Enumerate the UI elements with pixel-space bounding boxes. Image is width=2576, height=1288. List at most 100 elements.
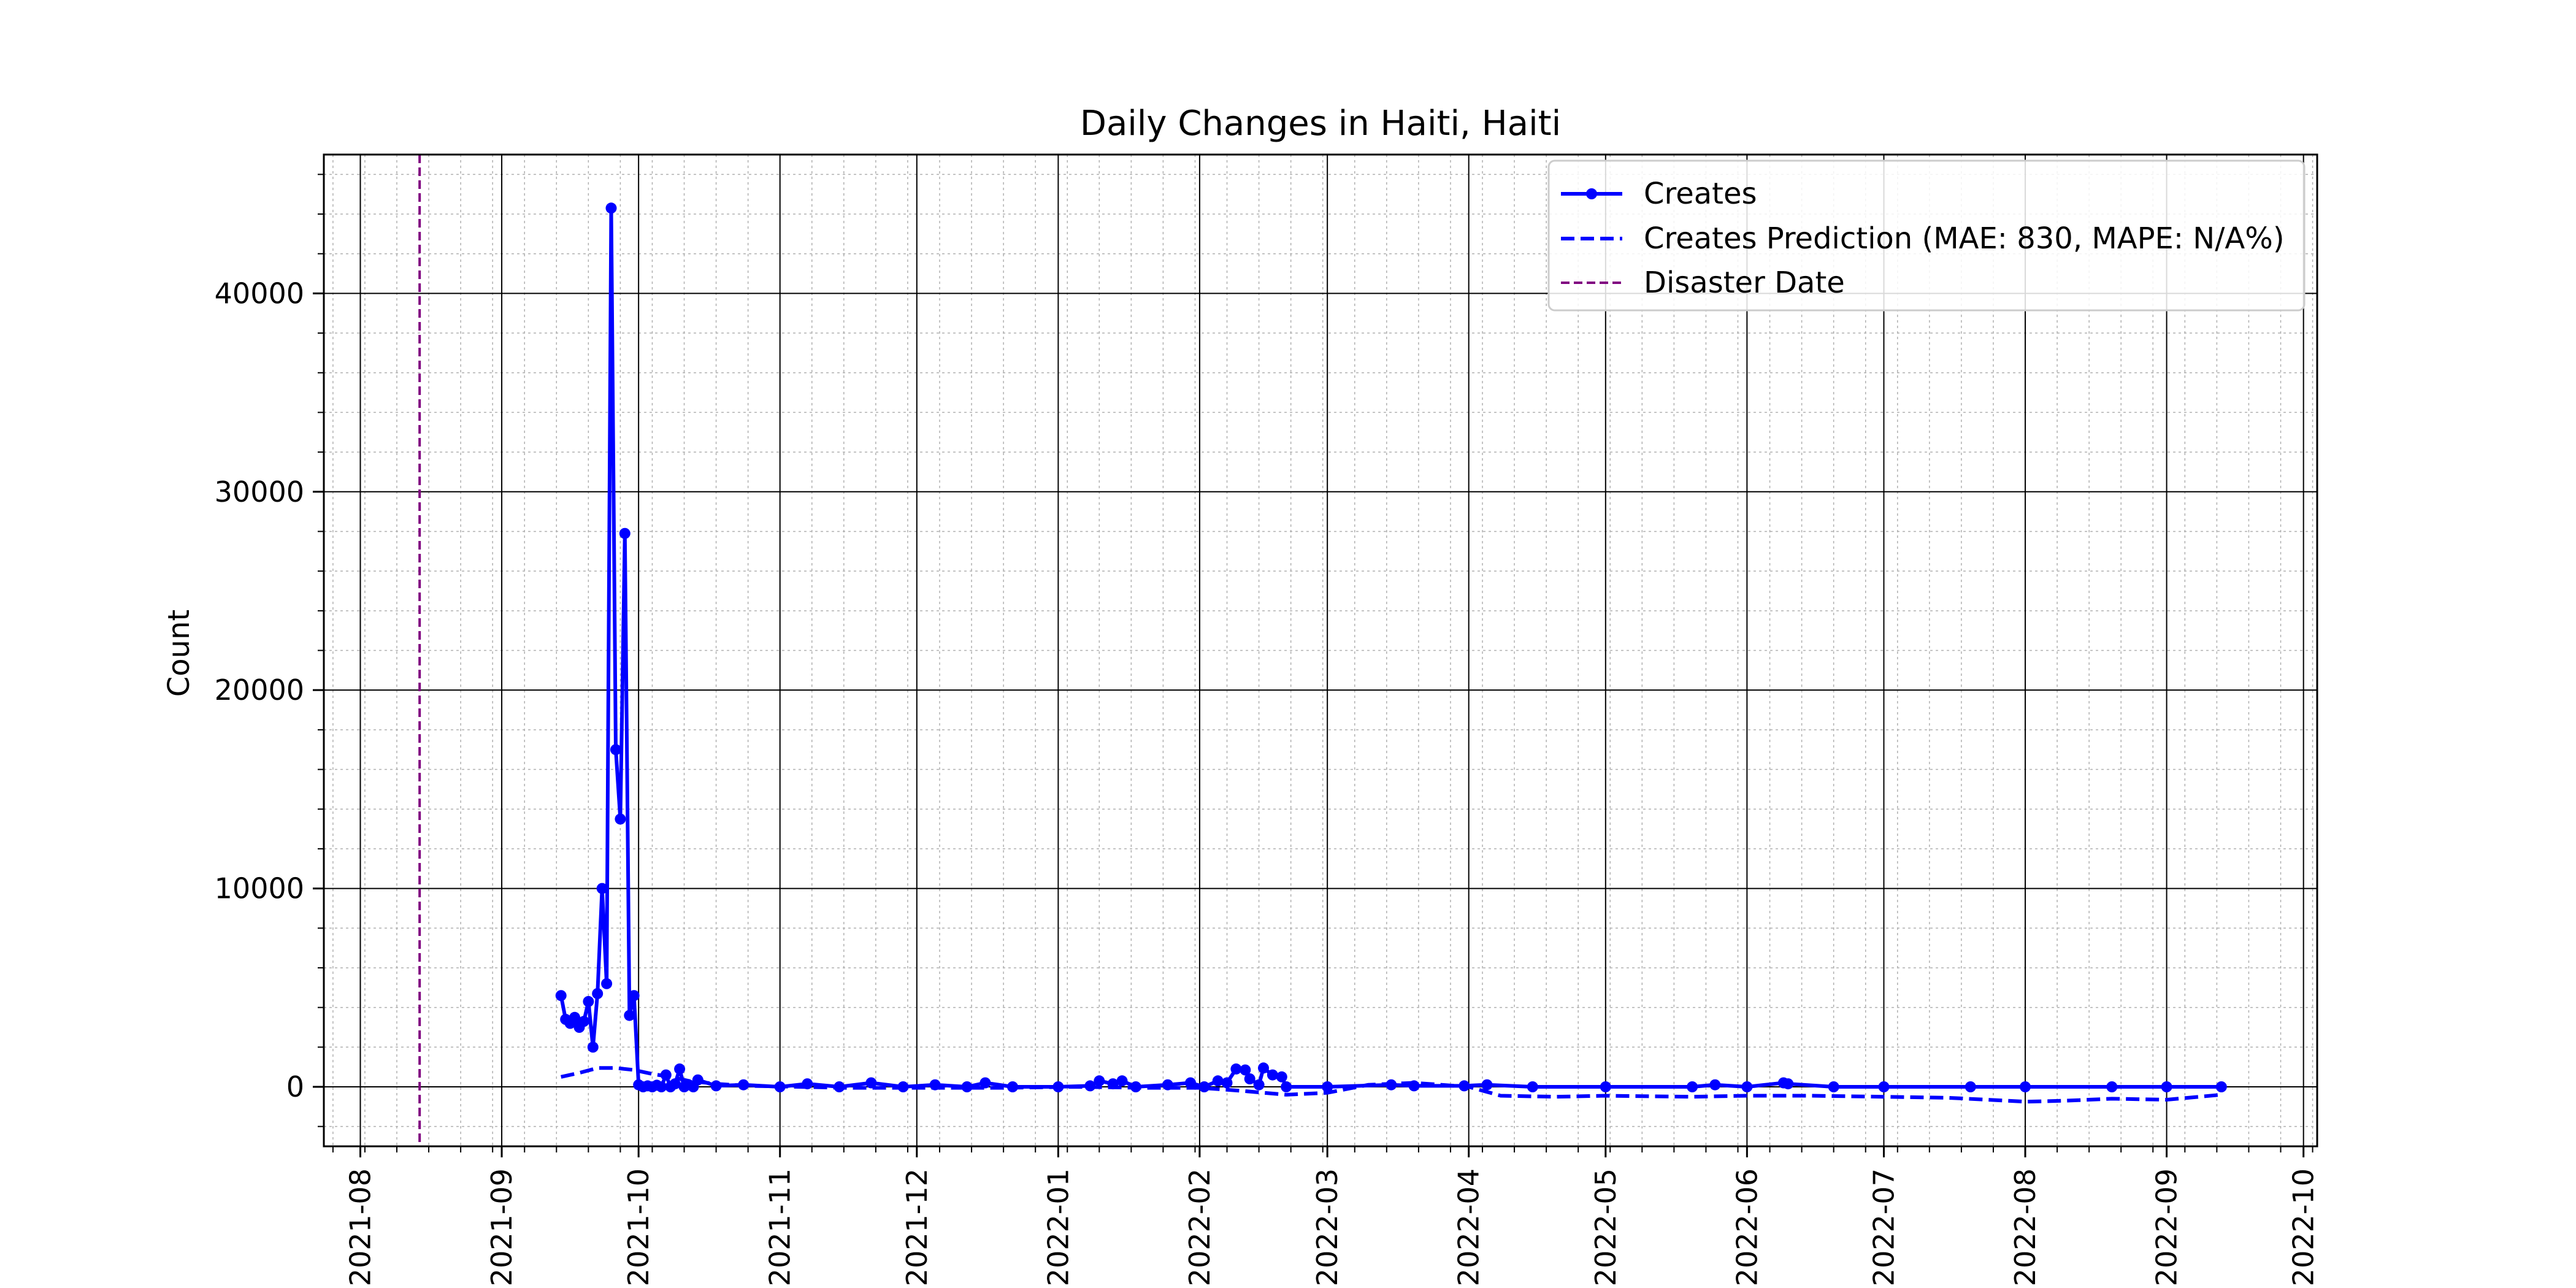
creates-data-point [1116,1075,1128,1087]
creates-data-point [1107,1078,1119,1090]
creates-data-point [802,1078,813,1090]
x-tick-label: 2022-01 [1041,1168,1075,1286]
creates-data-point [1322,1081,1333,1092]
creates-data-point [610,744,621,756]
creates-data-point [1276,1071,1287,1083]
creates-data-point [961,1081,973,1092]
creates-data-point [555,990,567,1002]
creates-data-point [1828,1081,1839,1092]
creates-data-point [624,1010,635,1021]
creates-data-point [1230,1063,1242,1075]
plot-frame [323,153,2318,1148]
legend-prediction-label: Creates Prediction (MAE: 830, MAPE: N/A%… [1644,221,2285,256]
creates-data-point [1709,1079,1721,1091]
creates-data-point [669,1078,681,1090]
x-tick-label: 2022-02 [1183,1168,1216,1286]
creates-data-point [1687,1081,1698,1092]
x-tick-label: 2021-09 [485,1168,518,1286]
x-tick-label: 2021-08 [343,1168,377,1286]
creates-data-point [1527,1081,1538,1092]
x-tick-label: 2022-08 [2009,1168,2042,1286]
creates-data-point [1878,1081,1890,1092]
creates-data-point [592,988,604,999]
creates-data-point [615,813,626,825]
creates-data-point [1007,1081,1018,1092]
x-tick-label: 2022-03 [1311,1168,1344,1286]
x-tick-label: 2021-11 [764,1168,797,1286]
legend: Creates Creates Prediction (MAE: 830, MA… [1547,159,2306,312]
creates-data-point [1221,1077,1233,1089]
creates-data-point [1084,1080,1096,1092]
creates-data-point [1386,1079,1397,1091]
creates-data-point [628,990,640,1002]
creates-data-point [601,978,613,989]
creates-data-point [1244,1073,1255,1084]
minor-grid [324,155,2317,1146]
y-tick-label: 10000 [215,872,304,905]
creates-data-point [583,995,594,1007]
plot-content [418,155,2227,1146]
creates-data-point [1741,1081,1753,1092]
x-tick-label: 2022-09 [2150,1168,2183,1286]
creates-data-point [1258,1062,1269,1074]
x-tick-label: 2022-10 [2287,1168,2320,1286]
creates-data-point [692,1074,703,1086]
creates-series-line [559,206,2221,1089]
legend-disaster-label: Disaster Date [1644,266,1845,300]
creates-data-point [1162,1079,1173,1091]
creates-data-point [674,1063,686,1075]
creates-data-point [1267,1069,1278,1081]
axis-ticks: 0 10000 20000 30000 40000 2021-08 2021-09 2021-… [215,174,2320,1286]
y-tick-label: 0 [286,1070,304,1103]
y-tick-label: 20000 [215,673,304,707]
chart-title: Daily Changes in Haiti, Haiti [1080,104,1561,144]
creates-data-point [1481,1079,1493,1091]
legend-creates-marker [1586,188,1597,199]
creates-data-point [865,1077,877,1089]
legend-creates-label: Creates [1644,177,1757,211]
creates-data-point [2161,1081,2172,1092]
x-tick-label: 2021-12 [900,1168,933,1286]
y-axis-label: Count [162,610,196,697]
creates-data-point [1130,1081,1141,1092]
creates-data-point [1281,1081,1292,1092]
creates-data-point [1253,1079,1265,1091]
creates-data-point [710,1080,722,1092]
creates-data-point [897,1081,909,1092]
creates-data-point [619,527,631,539]
x-tick-label: 2022-06 [1730,1168,1763,1286]
creates-data-point [656,1081,667,1092]
x-tick-label: 2022-04 [1452,1168,1485,1286]
creates-data-point [738,1079,749,1091]
x-tick-label: 2022-05 [1589,1168,1622,1286]
creates-data-point [1459,1080,1470,1092]
creates-data-point [596,883,608,894]
major-grid [324,155,2317,1146]
creates-data-point [578,1016,589,1027]
legend-box [1547,159,2306,312]
creates-data-point [587,1041,599,1053]
creates-data-point [1600,1081,1611,1092]
creates-data-point [929,1079,941,1091]
creates-data-point [1782,1078,1794,1090]
creates-data-point [774,1081,786,1092]
creates-data-point [834,1081,845,1092]
creates-data-point [1212,1075,1224,1087]
y-tick-label: 30000 [215,475,304,508]
creates-data-point [660,1069,672,1081]
creates-data-point [1185,1077,1196,1089]
creates-data-point [2020,1081,2031,1092]
creates-data-point [1094,1075,1105,1087]
creates-data-point [2215,1081,2227,1092]
creates-data-point [1198,1081,1210,1092]
x-tick-label: 2021-10 [622,1168,655,1286]
x-tick-label: 2022-07 [1867,1168,1900,1286]
creates-data-point [605,202,617,214]
creates-data-point [1408,1080,1420,1092]
creates-data-point [2106,1081,2118,1092]
creates-data-point [979,1077,991,1089]
creates-data-point [1965,1081,1976,1092]
creates-data-point [1052,1081,1064,1092]
creates-data-point [1240,1064,1251,1076]
